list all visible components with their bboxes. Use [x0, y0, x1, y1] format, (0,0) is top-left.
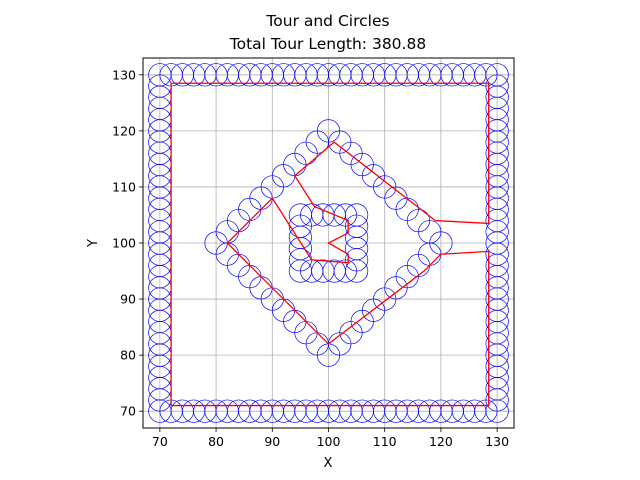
circle-marker — [485, 74, 509, 98]
y-tick-label: 120 — [112, 123, 136, 138]
chart-title: Tour and Circles — [265, 12, 389, 30]
x-tick-label: 110 — [373, 434, 397, 449]
x-tick-label: 120 — [429, 434, 453, 449]
y-tick-label: 100 — [112, 236, 136, 251]
y-tick-label: 90 — [120, 292, 136, 307]
y-axis-ticks: 70 80 90 100 110 120 130 — [112, 67, 143, 419]
circle-marker — [345, 214, 369, 238]
x-tick-label: 90 — [264, 434, 280, 449]
y-tick-label: 70 — [120, 404, 136, 419]
y-tick-label: 80 — [120, 348, 136, 363]
chart-subtitle: Total Tour Length: 380.88 — [229, 35, 426, 53]
x-tick-label: 100 — [317, 434, 341, 449]
x-tick-label: 130 — [485, 434, 509, 449]
circle-marker — [474, 399, 498, 423]
circle-marker — [288, 225, 312, 249]
circle-marker — [485, 63, 509, 87]
circle-marker — [322, 259, 346, 283]
circle-marker — [345, 203, 369, 227]
y-tick-label: 110 — [112, 179, 136, 194]
x-axis-label: X — [324, 456, 333, 471]
circle-marker — [333, 259, 357, 283]
circle-marker — [288, 214, 312, 238]
x-axis-ticks: 70 80 90 100 110 120 130 — [152, 428, 509, 449]
y-axis-label: Y — [86, 239, 101, 248]
tour-path — [170, 82, 490, 407]
x-tick-label: 80 — [208, 434, 224, 449]
x-tick-label: 70 — [152, 434, 168, 449]
y-tick-label: 130 — [112, 67, 136, 82]
circle-marker — [463, 399, 487, 423]
